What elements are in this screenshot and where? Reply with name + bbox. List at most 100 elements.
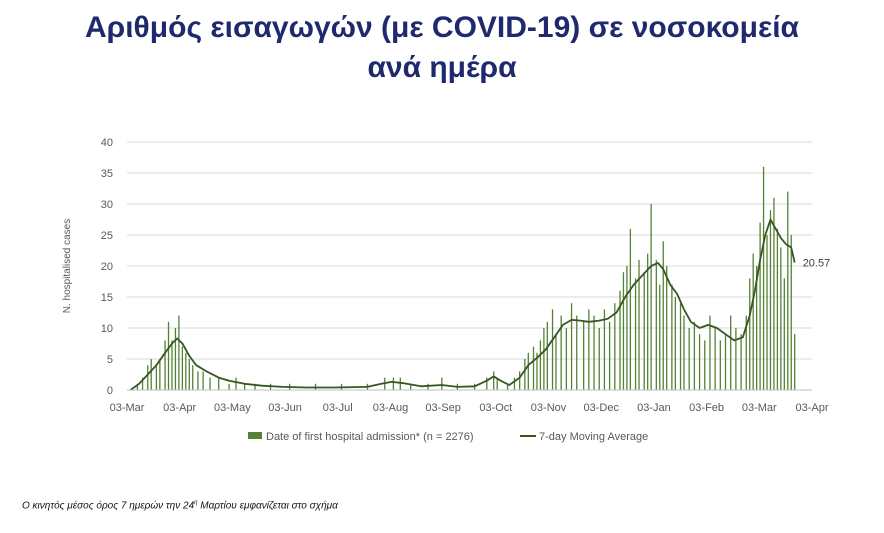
y-tick-labels: 0 5 10 15 20 25 30 35 40 bbox=[101, 137, 113, 397]
moving-average-path bbox=[131, 220, 795, 391]
admission-bar bbox=[709, 316, 710, 390]
admission-bar bbox=[635, 278, 636, 390]
admission-bar bbox=[735, 328, 736, 390]
x-tick-label: 03-Apr bbox=[163, 402, 196, 414]
admission-bar bbox=[524, 359, 525, 390]
x-tick-label: 03-Dec bbox=[583, 402, 619, 414]
admission-bar bbox=[680, 303, 681, 390]
x-tick-label: 03-Sep bbox=[425, 402, 460, 414]
admission-bar bbox=[730, 316, 731, 390]
admission-bar bbox=[656, 260, 657, 390]
admission-bar bbox=[189, 359, 190, 390]
admission-bar bbox=[156, 365, 157, 390]
y-axis-label: N. hospitalised cases bbox=[62, 219, 73, 314]
admission-bar bbox=[533, 347, 534, 390]
admission-bar bbox=[623, 272, 624, 390]
admission-bar bbox=[566, 328, 567, 390]
admission-bar bbox=[197, 371, 198, 390]
admission-bar bbox=[552, 309, 553, 390]
y-tick-label: 15 bbox=[101, 292, 113, 304]
admission-bar bbox=[159, 359, 160, 390]
admission-bar bbox=[763, 167, 764, 390]
admission-bar bbox=[753, 254, 754, 390]
footnote: Ο κινητός μέσος όρος 7 ημερών την 24η Μα… bbox=[22, 500, 338, 511]
x-tick-label: 03-Apr bbox=[795, 402, 828, 414]
admission-bar bbox=[182, 347, 183, 390]
admission-bar bbox=[626, 266, 627, 390]
admission-bar bbox=[540, 340, 541, 390]
moving-average-line bbox=[131, 220, 795, 391]
x-tick-label: 03-Oct bbox=[479, 402, 512, 414]
admission-bar bbox=[209, 378, 210, 390]
admission-bar bbox=[555, 334, 556, 390]
admission-bar bbox=[675, 297, 676, 390]
admission-bar bbox=[514, 378, 515, 390]
admission-bar bbox=[749, 278, 750, 390]
x-tick-label: 03-Aug bbox=[373, 402, 408, 414]
admission-bar bbox=[543, 328, 544, 390]
admission-bar bbox=[175, 328, 176, 390]
x-tick-label: 03-May bbox=[214, 402, 251, 414]
admission-bar bbox=[770, 210, 771, 390]
admission-bar bbox=[609, 322, 610, 390]
admission-bar bbox=[683, 316, 684, 390]
admission-bar bbox=[151, 359, 152, 390]
y-tick-label: 10 bbox=[101, 323, 113, 335]
admission-bar bbox=[689, 328, 690, 390]
x-tick-label: 03-Jan bbox=[637, 402, 671, 414]
admission-bar bbox=[650, 204, 651, 390]
admission-bar bbox=[528, 353, 529, 390]
admission-bar bbox=[694, 322, 695, 390]
admission-bar bbox=[647, 254, 648, 390]
admission-bar bbox=[168, 322, 169, 390]
admission-bar bbox=[777, 229, 778, 390]
gridlines bbox=[127, 142, 812, 359]
admission-bar bbox=[794, 334, 795, 390]
admission-bar bbox=[519, 371, 520, 390]
y-tick-label: 25 bbox=[101, 230, 113, 242]
admission-bar bbox=[791, 235, 792, 390]
admission-bar bbox=[583, 322, 584, 390]
admission-bar bbox=[427, 384, 428, 390]
admission-bar bbox=[228, 384, 229, 390]
admission-bar bbox=[171, 340, 172, 390]
admission-bar bbox=[547, 322, 548, 390]
admission-bar bbox=[666, 266, 667, 390]
x-tick-label: 03-Feb bbox=[689, 402, 724, 414]
admission-bar bbox=[164, 340, 165, 390]
y-tick-label: 20 bbox=[101, 261, 113, 273]
legend-bar-label: Date of first hospital admission* (n = 2… bbox=[266, 431, 474, 443]
legend: Date of first hospital admission* (n = 2… bbox=[248, 431, 648, 443]
y-tick-label: 35 bbox=[101, 168, 113, 180]
admission-bar bbox=[235, 378, 236, 390]
x-tick-label: 03-Mar bbox=[110, 402, 145, 414]
admission-bar bbox=[780, 247, 781, 390]
admission-bar bbox=[493, 371, 494, 390]
admission-bar bbox=[644, 272, 645, 390]
y-tick-label: 30 bbox=[101, 199, 113, 211]
x-tick-label: 03-Jun bbox=[268, 402, 302, 414]
admission-bar bbox=[393, 378, 394, 390]
admission-bar bbox=[218, 378, 219, 390]
y-tick-label: 5 bbox=[107, 354, 113, 366]
x-tick-labels: 03-Mar 03-Apr 03-May 03-Jun 03-Jul 03-Aug 03-S… bbox=[110, 402, 829, 414]
admission-bar bbox=[147, 365, 148, 390]
admission-bar bbox=[714, 328, 715, 390]
admission-bar bbox=[614, 303, 615, 390]
admission-bars bbox=[137, 167, 796, 390]
footnote-rest: Μαρτίου εμφανίζεται στο σχήμα bbox=[197, 500, 337, 511]
admission-bar bbox=[630, 229, 631, 390]
admission-bar bbox=[400, 378, 401, 390]
admission-bar bbox=[759, 223, 760, 390]
admission-bar bbox=[178, 316, 179, 390]
admission-bar bbox=[787, 192, 788, 390]
admission-bar bbox=[699, 334, 700, 390]
last-value-label: 20.57 bbox=[803, 257, 831, 269]
admission-bar bbox=[185, 353, 186, 390]
admission-bar bbox=[766, 235, 767, 390]
admission-bar bbox=[202, 371, 203, 390]
admission-bar bbox=[704, 340, 705, 390]
admission-bar bbox=[599, 328, 600, 390]
x-tick-label: 03-Mar bbox=[742, 402, 777, 414]
